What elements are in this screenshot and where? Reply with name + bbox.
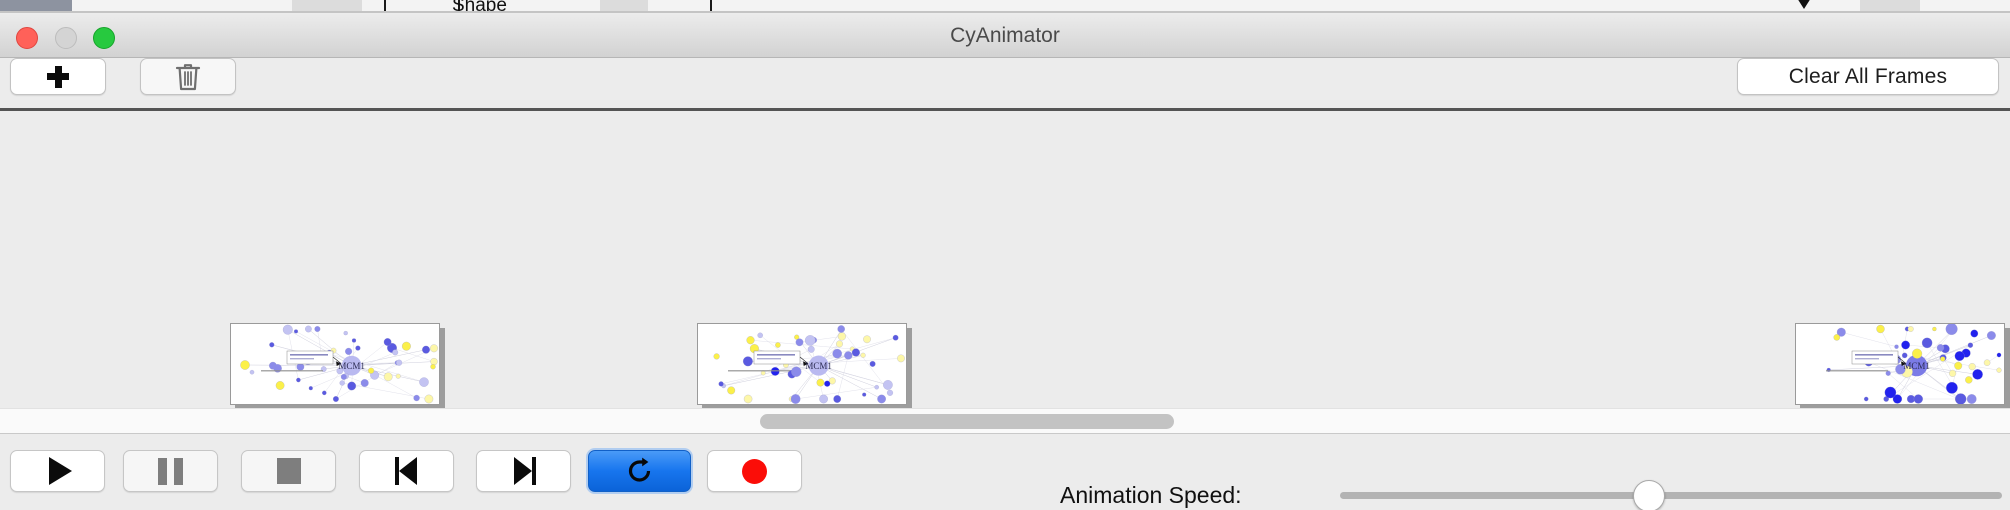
frame-thumbnail[interactable]: MCM1 bbox=[230, 323, 440, 405]
background-segment bbox=[1860, 0, 1920, 13]
play-button[interactable] bbox=[10, 450, 105, 492]
step-forward-button[interactable] bbox=[476, 450, 571, 492]
playback-bar: Animation Speed: bbox=[0, 434, 2010, 510]
add-frame-button[interactable] bbox=[10, 58, 106, 95]
plus-icon bbox=[47, 65, 69, 88]
trash-icon bbox=[175, 63, 201, 90]
clear-all-frames-button[interactable]: Clear All Frames bbox=[1737, 58, 1999, 95]
skip-back-icon bbox=[394, 457, 419, 485]
background-divider bbox=[710, 0, 712, 13]
scrollbar-thumb[interactable] bbox=[760, 414, 1174, 429]
step-back-button[interactable] bbox=[359, 450, 454, 492]
stop-button[interactable] bbox=[241, 450, 336, 492]
animation-speed-slider-thumb[interactable] bbox=[1633, 480, 1665, 510]
background-toolbar-segment bbox=[0, 0, 72, 13]
background-divider bbox=[458, 0, 460, 13]
loop-button[interactable] bbox=[588, 450, 691, 492]
loop-icon bbox=[628, 457, 650, 482]
pause-button[interactable] bbox=[123, 450, 218, 492]
title-bar: CyAnimator bbox=[0, 13, 2010, 58]
background-segment bbox=[600, 0, 648, 13]
delete-frame-button[interactable] bbox=[140, 58, 236, 95]
pause-icon bbox=[158, 457, 183, 485]
timeline-scrollbar[interactable] bbox=[0, 408, 2010, 434]
frame-thumbnail[interactable]: MCM1 bbox=[697, 323, 907, 405]
maximize-button[interactable] bbox=[93, 27, 115, 49]
minimize-button[interactable] bbox=[55, 27, 77, 49]
animation-speed-label: Animation Speed: bbox=[1060, 482, 1242, 508]
background-hairline bbox=[0, 11, 2010, 13]
skip-forward-icon bbox=[512, 457, 536, 485]
record-button[interactable] bbox=[707, 450, 802, 492]
background-segment bbox=[292, 0, 362, 13]
play-icon bbox=[48, 457, 72, 485]
stop-icon bbox=[276, 458, 301, 484]
background-divider bbox=[384, 0, 386, 13]
close-button[interactable] bbox=[16, 27, 38, 49]
background-caret-icon bbox=[1797, 0, 1811, 9]
toolbar bbox=[0, 58, 2010, 110]
toolbar-separator bbox=[0, 108, 2010, 111]
frame-thumbnail[interactable]: MCM1 bbox=[1795, 323, 2005, 405]
record-icon bbox=[742, 458, 767, 484]
background-window-label: Shape bbox=[452, 0, 507, 13]
animation-speed-slider[interactable] bbox=[1340, 492, 2002, 499]
background-window-strip: Shape bbox=[0, 0, 2010, 13]
window-title: CyAnimator bbox=[950, 24, 1060, 47]
